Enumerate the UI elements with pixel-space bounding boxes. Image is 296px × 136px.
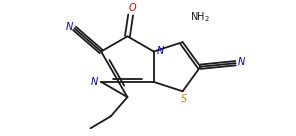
Text: O: O [129,3,136,13]
Text: N: N [237,57,245,67]
Text: N: N [157,46,164,55]
Text: N: N [65,22,73,33]
Text: N: N [91,77,98,87]
Text: NH$_2$: NH$_2$ [190,11,210,24]
Text: S: S [181,94,187,104]
